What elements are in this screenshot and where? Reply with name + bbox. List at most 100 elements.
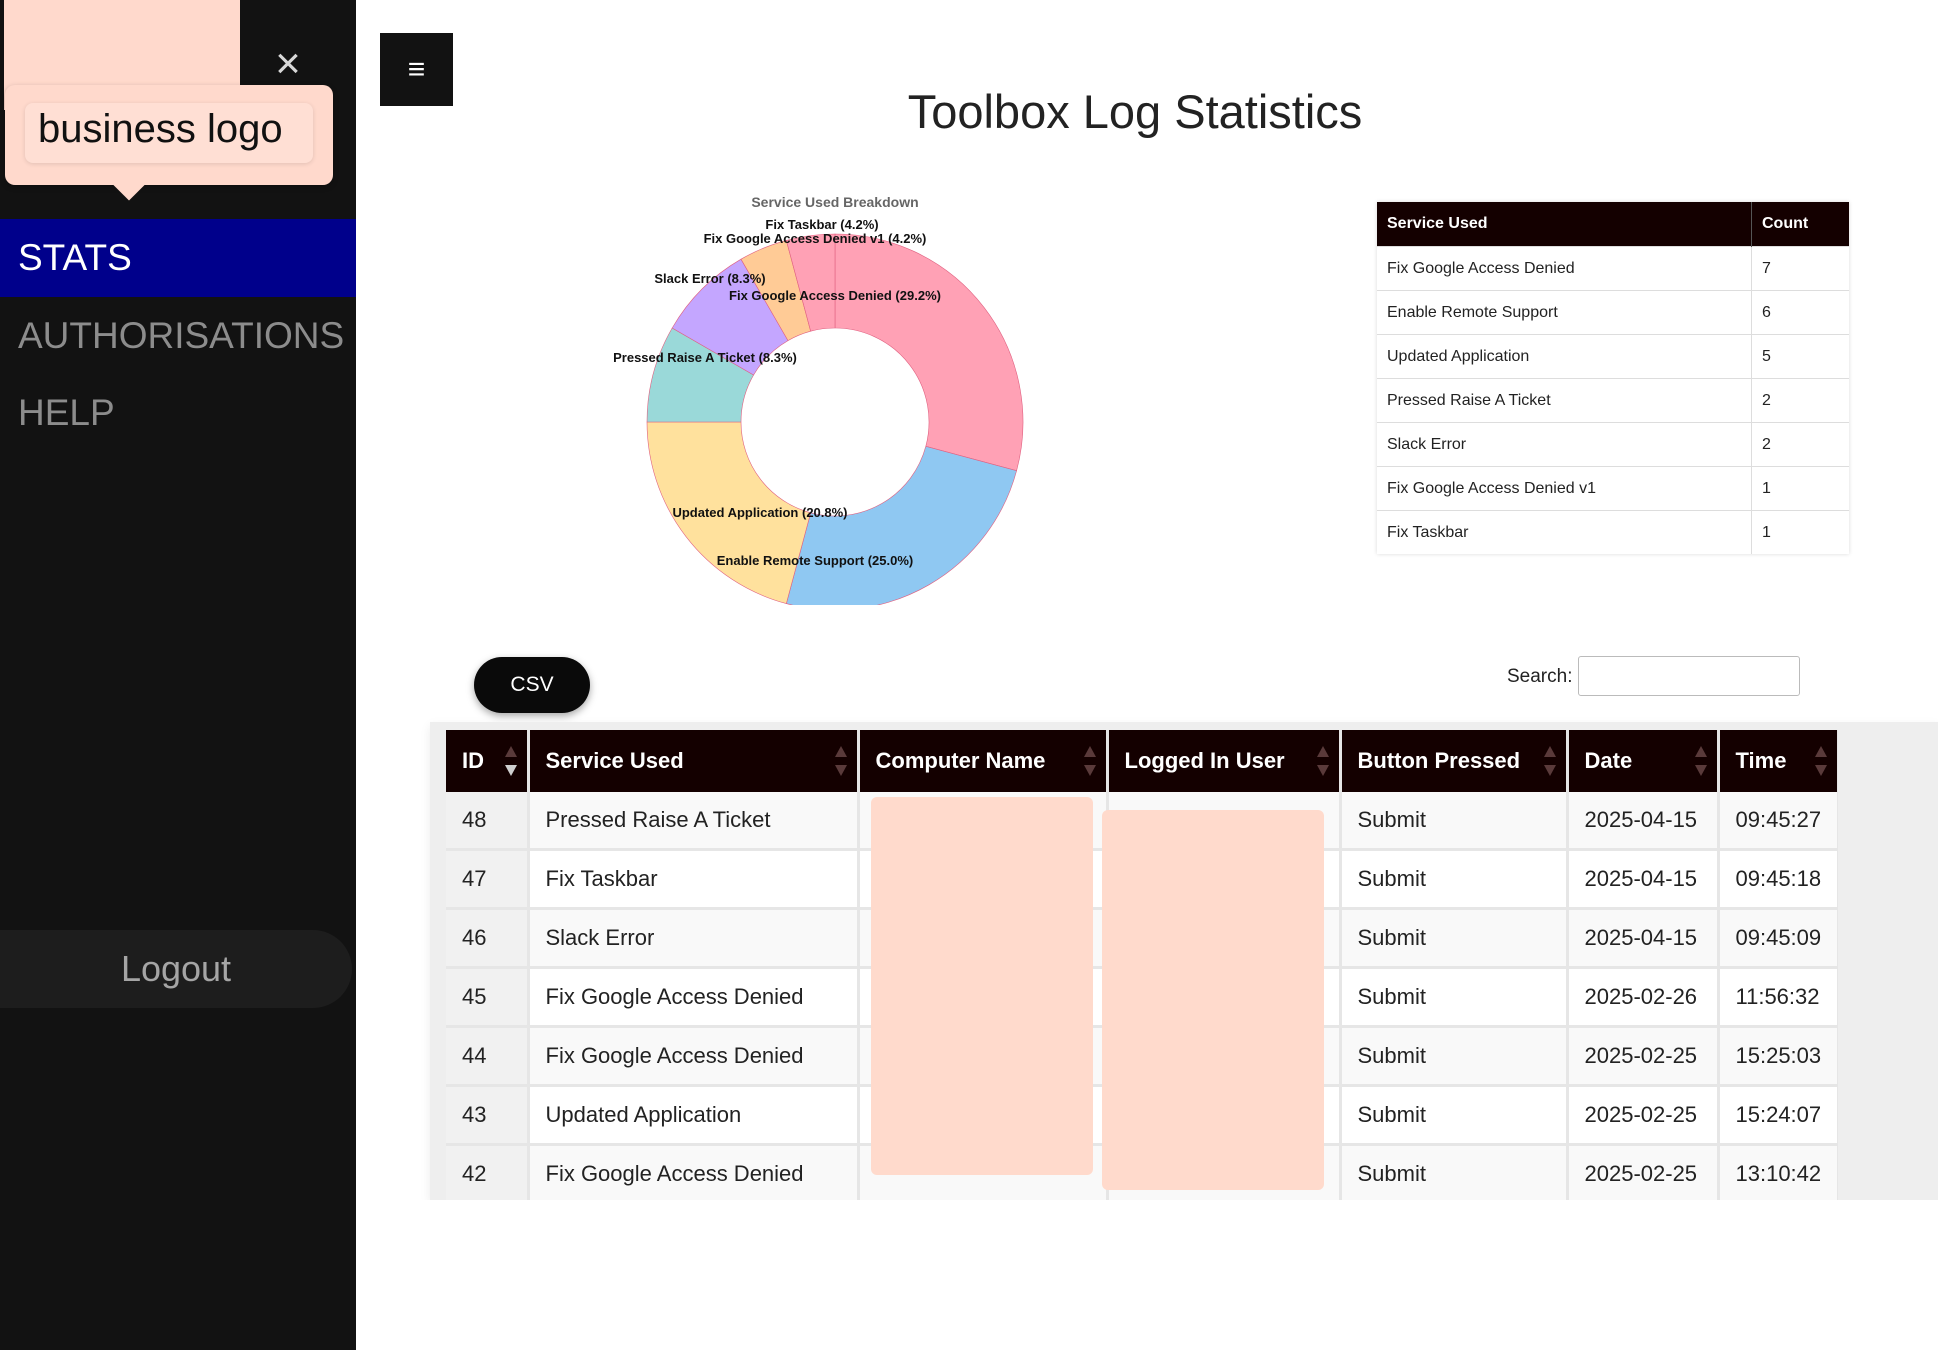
sort-desc-icon[interactable]: [504, 746, 517, 776]
cell-date: 2025-04-15: [1567, 908, 1720, 969]
logged-in-user-redaction: [1102, 810, 1324, 1190]
column-header-id[interactable]: ID: [446, 730, 530, 792]
cell-time: 09:45:27: [1718, 792, 1838, 851]
summary-count: 5: [1751, 334, 1849, 379]
cell-id: 48: [446, 792, 530, 851]
column-header-time[interactable]: Time: [1718, 730, 1838, 792]
sort-icon[interactable]: [1316, 746, 1329, 776]
sidebar: business logo × STATS AUTHORISATIONS HEL…: [0, 0, 356, 1350]
donut-slice[interactable]: [834, 233, 1024, 472]
cell-id: 47: [446, 849, 530, 910]
nav-item-authorisations[interactable]: AUTHORISATIONS: [18, 315, 345, 356]
cell-service: Fix Google Access Denied: [528, 1026, 860, 1087]
logo-badge: [5, 85, 333, 185]
cell-button: Submit: [1340, 792, 1569, 851]
sort-icon[interactable]: [1543, 746, 1556, 776]
donut-slice-label: Fix Google Access Denied (29.2%): [729, 288, 941, 303]
cell-id: 46: [446, 908, 530, 969]
service-count-table: Service Used Count Fix Google Access Den…: [1377, 202, 1849, 554]
summary-row: Enable Remote Support 6: [1377, 290, 1849, 335]
cell-time: 11:56:32: [1718, 967, 1838, 1028]
donut-slice[interactable]: [646, 421, 812, 604]
donut-slice-label: Fix Taskbar (4.2%): [765, 217, 878, 232]
cell-date: 2025-04-15: [1567, 849, 1720, 910]
summary-service: Fix Taskbar: [1377, 510, 1752, 554]
cell-date: 2025-02-25: [1567, 1026, 1720, 1087]
cell-service: Fix Google Access Denied: [528, 967, 860, 1028]
donut-slice-label: Slack Error (8.3%): [654, 271, 765, 286]
summary-row: Fix Taskbar 1: [1377, 510, 1849, 554]
nav-item-stats[interactable]: STATS: [0, 219, 356, 297]
cell-id: 45: [446, 967, 530, 1028]
cell-date: 2025-02-25: [1567, 1144, 1720, 1200]
column-header-service[interactable]: Service Used: [528, 730, 860, 792]
sort-icon[interactable]: [1814, 746, 1827, 776]
business-logo: business logo: [38, 107, 283, 151]
cell-service: Fix Google Access Denied: [528, 1144, 860, 1200]
donut-slice-label: Fix Google Access Denied v1 (4.2%): [704, 231, 927, 246]
page-bottom: [356, 1200, 1938, 1350]
column-header-date[interactable]: Date: [1567, 730, 1720, 792]
donut-slice[interactable]: [785, 445, 1017, 605]
cell-date: 2025-02-25: [1567, 1085, 1720, 1146]
logout-button[interactable]: Logout: [0, 930, 352, 1008]
nav-item-help[interactable]: HELP: [18, 392, 115, 433]
summary-service: Enable Remote Support: [1377, 290, 1752, 335]
summary-service: Slack Error: [1377, 422, 1752, 467]
donut-slice-label: Updated Application (20.8%): [672, 505, 847, 520]
cell-button: Submit: [1340, 967, 1569, 1028]
donut-slice-label: Pressed Raise A Ticket (8.3%): [613, 350, 797, 365]
hamburger-menu-icon[interactable]: ≡: [380, 33, 453, 106]
cell-id: 42: [446, 1144, 530, 1200]
cell-time: 13:10:42: [1718, 1144, 1838, 1200]
summary-count: 6: [1751, 290, 1849, 335]
summary-row: Updated Application 5: [1377, 334, 1849, 379]
cell-button: Submit: [1340, 908, 1569, 969]
cell-service: Slack Error: [528, 908, 860, 969]
cell-time: 09:45:09: [1718, 908, 1838, 969]
summary-service: Pressed Raise A Ticket: [1377, 378, 1752, 423]
search-input[interactable]: [1578, 656, 1800, 696]
cell-time: 09:45:18: [1718, 849, 1838, 910]
service-breakdown-chart: Service Used Breakdown Fix Google Access…: [600, 185, 1070, 605]
cell-time: 15:25:03: [1718, 1026, 1838, 1087]
summary-header-count: Count: [1751, 202, 1849, 247]
page-title: Toolbox Log Statistics: [907, 85, 1363, 138]
cell-service: Fix Taskbar: [528, 849, 860, 910]
cell-id: 44: [446, 1026, 530, 1087]
csv-export-button[interactable]: CSV: [474, 657, 590, 713]
summary-count: 2: [1751, 422, 1849, 467]
donut-slice-label: Enable Remote Support (25.0%): [717, 553, 913, 568]
summary-count: 7: [1751, 246, 1849, 291]
cell-button: Submit: [1340, 1144, 1569, 1200]
cell-service: Pressed Raise A Ticket: [528, 792, 860, 851]
cell-button: Submit: [1340, 849, 1569, 910]
close-icon[interactable]: ×: [275, 39, 301, 88]
cell-time: 15:24:07: [1718, 1085, 1838, 1146]
search-label: Search:: [1507, 666, 1573, 687]
summary-row: Slack Error 2: [1377, 422, 1849, 467]
cell-date: 2025-04-15: [1567, 792, 1720, 851]
donut-slice[interactable]: [785, 233, 836, 332]
cell-button: Submit: [1340, 1026, 1569, 1087]
cell-service: Updated Application: [528, 1085, 860, 1146]
summary-row: Fix Google Access Denied 7: [1377, 246, 1849, 291]
sort-icon[interactable]: [1694, 746, 1707, 776]
cell-date: 2025-02-26: [1567, 967, 1720, 1028]
summary-count: 1: [1751, 466, 1849, 511]
sort-icon[interactable]: [834, 746, 847, 776]
column-header-computer[interactable]: Computer Name: [858, 730, 1109, 792]
column-header-button[interactable]: Button Pressed: [1340, 730, 1569, 792]
cell-button: Submit: [1340, 1085, 1569, 1146]
summary-service: Fix Google Access Denied v1: [1377, 466, 1752, 511]
summary-row: Pressed Raise A Ticket 2: [1377, 378, 1849, 423]
chart-title: Service Used Breakdown: [751, 194, 918, 210]
summary-header-service: Service Used: [1377, 202, 1752, 247]
cell-id: 43: [446, 1085, 530, 1146]
sort-icon[interactable]: [1083, 746, 1096, 776]
column-header-user[interactable]: Logged In User: [1107, 730, 1342, 792]
summary-service: Fix Google Access Denied: [1377, 246, 1752, 291]
summary-count: 1: [1751, 510, 1849, 554]
summary-service: Updated Application: [1377, 334, 1752, 379]
summary-row: Fix Google Access Denied v1 1: [1377, 466, 1849, 511]
